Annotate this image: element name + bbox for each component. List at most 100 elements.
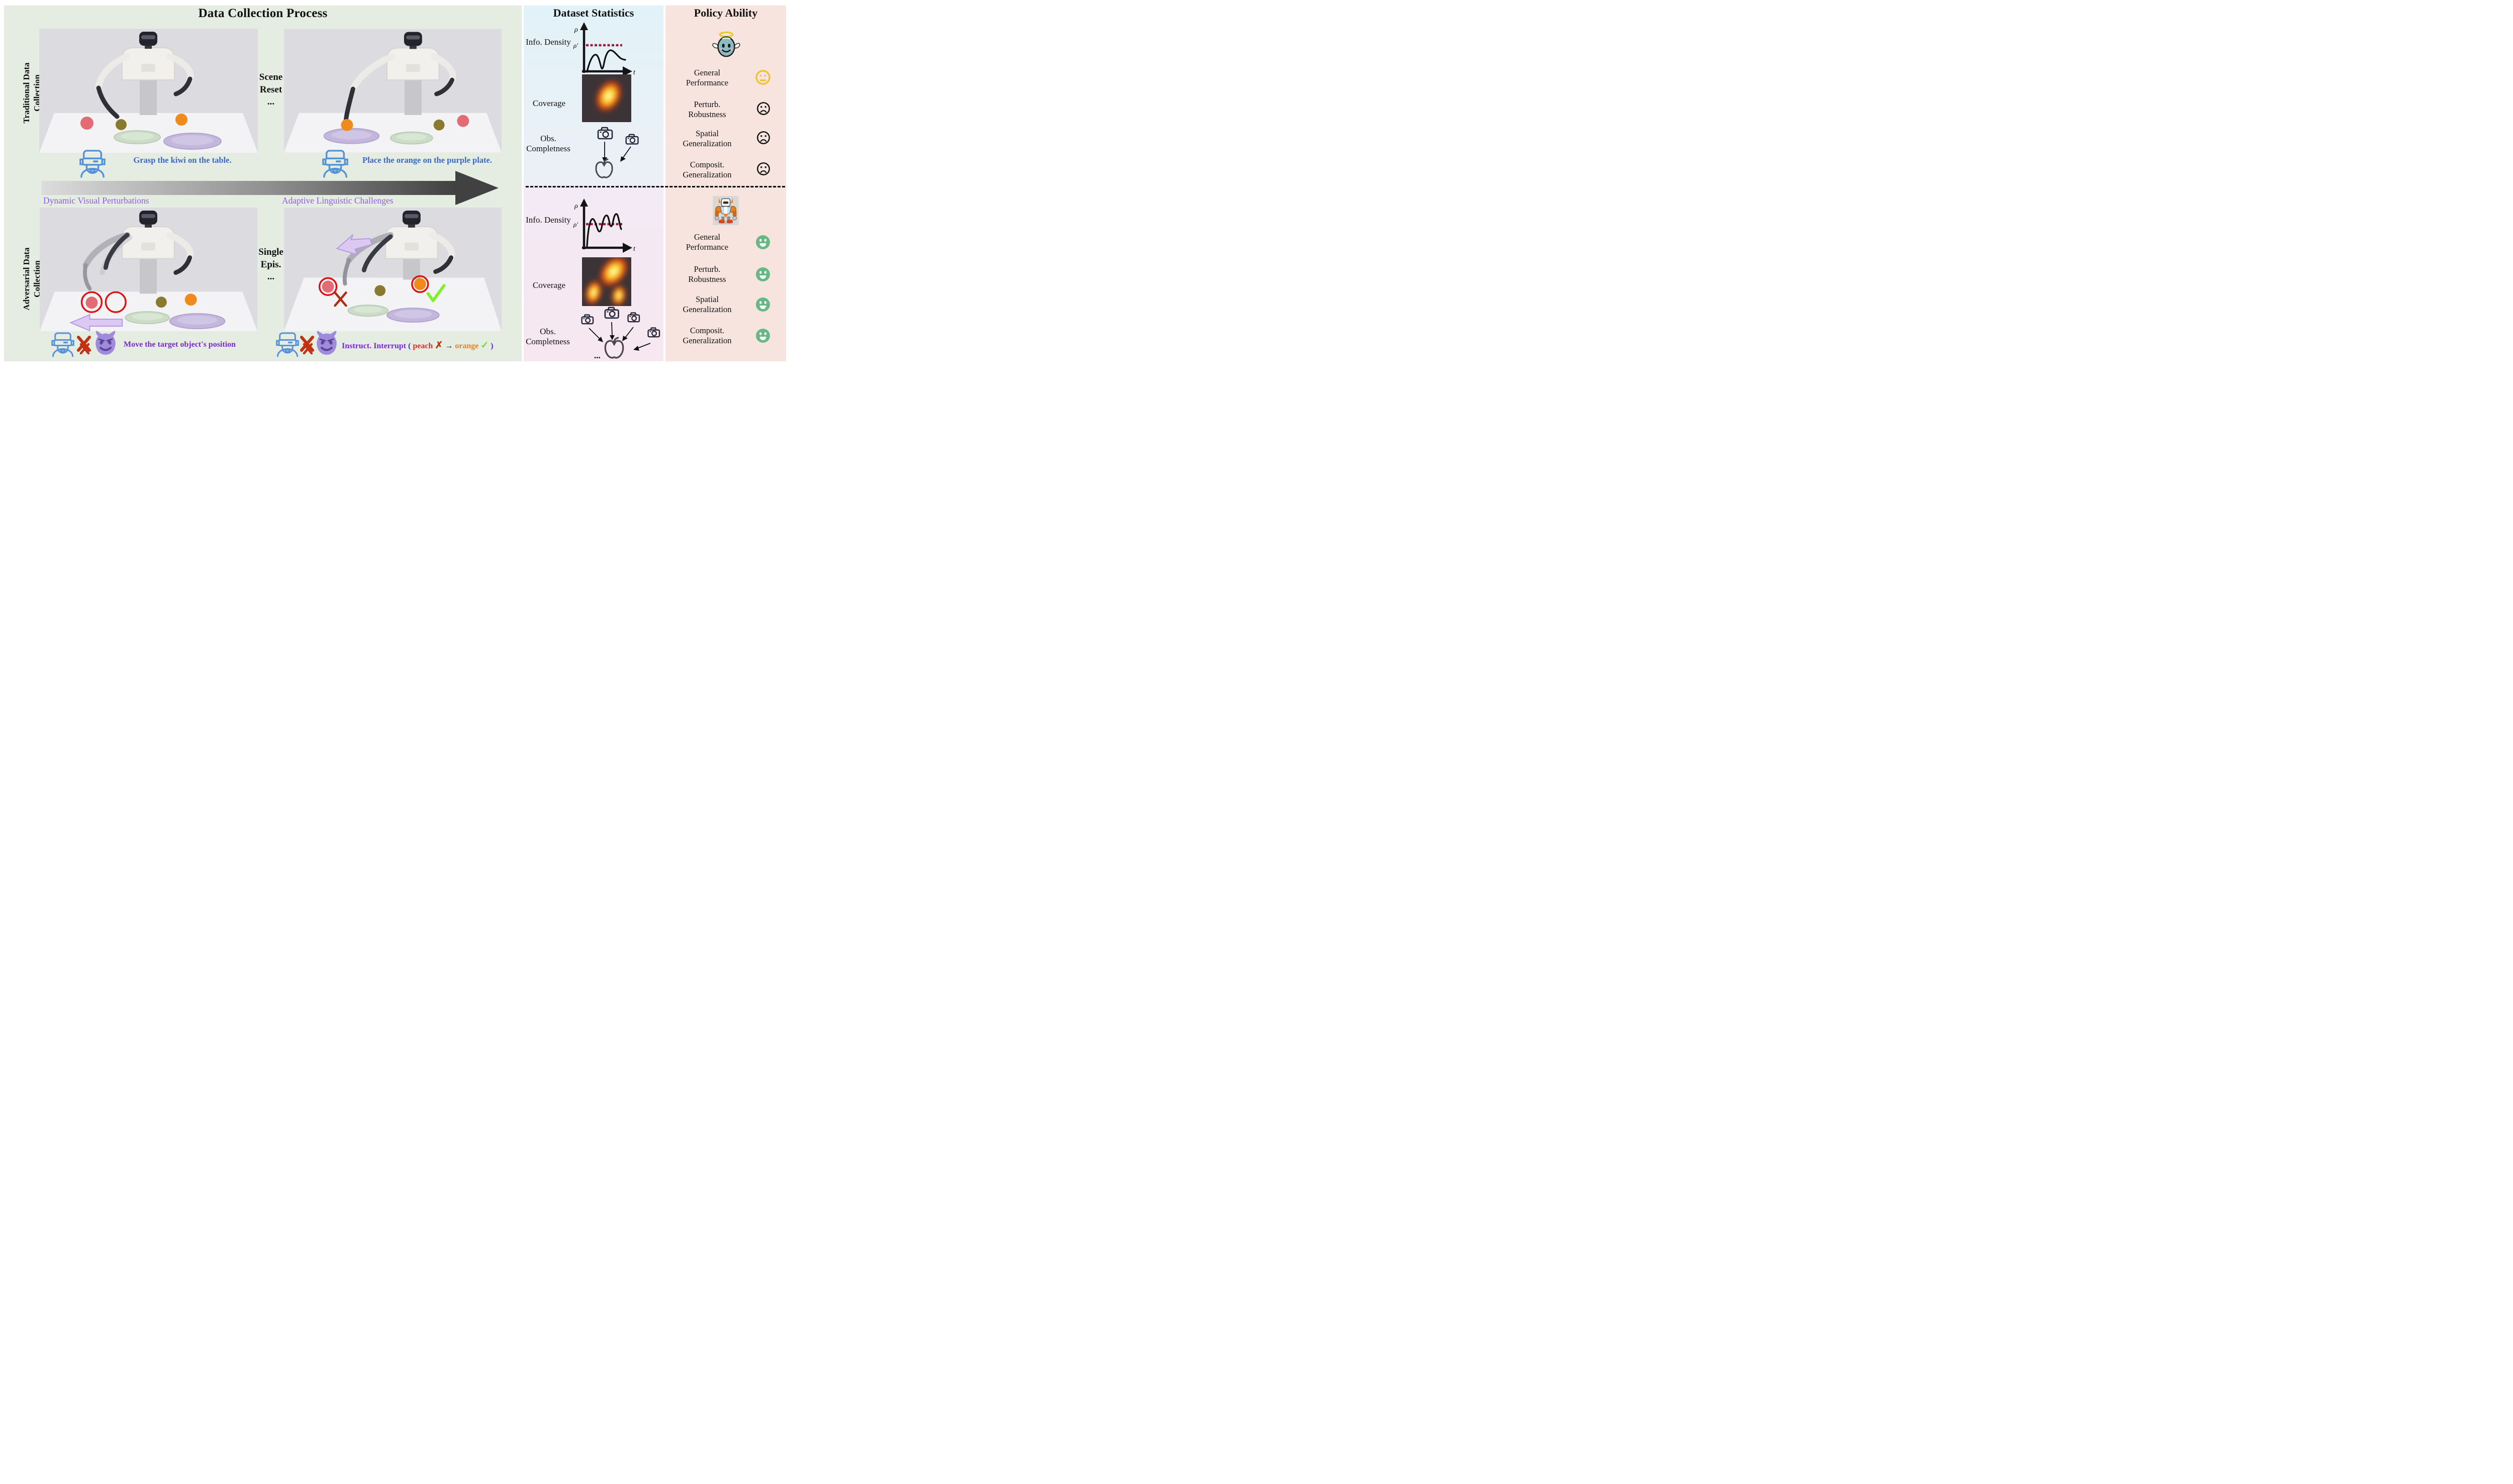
check-glyph: ✓ bbox=[480, 340, 489, 351]
vr-operator-icon bbox=[79, 150, 106, 178]
threshold-label: ρ' bbox=[573, 221, 578, 228]
policy-row-label: Perturb. Robustness bbox=[688, 264, 726, 284]
perturb-arrow bbox=[336, 234, 373, 256]
info-density-plot-traditional: ρ ρ' t bbox=[573, 22, 636, 76]
robot bbox=[385, 211, 438, 280]
y-axis-label: ρ bbox=[574, 26, 578, 34]
photo-traditional-grasp bbox=[39, 29, 258, 153]
interrupt-prefix: Instruct. Interrupt bbox=[342, 342, 406, 350]
peach bbox=[457, 115, 469, 127]
red-cross-mark bbox=[334, 291, 347, 307]
kiwi bbox=[374, 285, 386, 296]
policy-row-label: Spatial Generalization bbox=[683, 294, 732, 315]
camera-icon bbox=[625, 134, 639, 145]
orange bbox=[175, 114, 187, 126]
close-paren: ) bbox=[491, 342, 494, 350]
robot-arm bbox=[361, 234, 393, 272]
obs-completeness-adversarial: ... bbox=[581, 307, 660, 360]
view-arrow bbox=[622, 146, 631, 159]
table bbox=[284, 277, 502, 331]
photo-adversarial-visual bbox=[39, 208, 258, 331]
camera-icon bbox=[604, 307, 619, 319]
policy-row-label: Composit. Generalization bbox=[683, 160, 732, 180]
coverage-label: Coverage bbox=[532, 280, 566, 290]
caption-interrupt: Instruct. Interrupt ( peach ✗ → orange ✓… bbox=[342, 340, 494, 351]
kiwi bbox=[155, 296, 167, 308]
obs-completeness-label: Obs. Completness bbox=[526, 327, 570, 347]
peach bbox=[85, 296, 98, 309]
kiwi bbox=[116, 119, 127, 130]
happy-face-icon bbox=[756, 267, 770, 281]
peach bbox=[80, 117, 93, 130]
halo bbox=[719, 31, 734, 38]
x-axis-label: t bbox=[633, 69, 636, 76]
orange bbox=[414, 278, 426, 290]
camera-icon bbox=[647, 327, 660, 338]
obs-completeness-traditional bbox=[595, 127, 639, 178]
happy-face-icon bbox=[756, 235, 770, 249]
red-circle bbox=[80, 291, 103, 313]
policy-row-label: Composit. Generalization bbox=[683, 326, 732, 346]
right-object-word: orange bbox=[455, 342, 479, 350]
red-circle bbox=[411, 275, 429, 293]
neutral-face-icon bbox=[755, 70, 770, 85]
vr-operator-icon bbox=[322, 150, 348, 178]
camera-icon bbox=[597, 127, 613, 140]
x-axis-label: t bbox=[633, 245, 636, 253]
coverage-label: Coverage bbox=[532, 98, 566, 108]
cartoon-robot-icon bbox=[713, 196, 739, 225]
view-arrow bbox=[637, 343, 651, 349]
sad-face-icon bbox=[757, 102, 770, 115]
policy-title: Policy Ability bbox=[694, 7, 758, 19]
dynamic-perturbations-header: Dynamic Visual Perturbations bbox=[43, 195, 149, 206]
sad-face-icon bbox=[757, 162, 770, 175]
figure-root: Data Collection Process Traditional Data… bbox=[0, 0, 788, 367]
coverage-heatmap-traditional bbox=[582, 74, 631, 122]
caption-move: Move the target object's position bbox=[123, 340, 236, 349]
policy-row-label: General Performance bbox=[686, 232, 729, 252]
sad-face-icon bbox=[757, 131, 770, 144]
devil-icon bbox=[317, 331, 337, 355]
cross-glyph: ✗ bbox=[435, 340, 443, 351]
more-views-dots: ... bbox=[594, 351, 601, 360]
robot bbox=[386, 32, 440, 115]
density-curve bbox=[586, 213, 622, 247]
robot bbox=[122, 210, 194, 294]
table bbox=[284, 113, 502, 153]
vr-operator-icon bbox=[276, 332, 299, 357]
y-axis-label: ρ bbox=[574, 203, 578, 210]
coverage-heatmap-adversarial bbox=[582, 257, 631, 306]
vr-operator-icon bbox=[51, 332, 74, 357]
angel-face-icon bbox=[712, 31, 740, 57]
caption-grasp: Grasp the kiwi on the table. bbox=[133, 155, 232, 165]
apple-icon bbox=[604, 337, 624, 359]
process-flow-arrow bbox=[41, 171, 499, 205]
info-density-label: Info. Density bbox=[526, 37, 571, 47]
happy-face-icon bbox=[756, 298, 770, 312]
camera-icon bbox=[581, 314, 594, 325]
single-epis-label: Single Epis. ... bbox=[258, 247, 283, 282]
open-paren: ( bbox=[408, 342, 411, 350]
threshold-label: ρ' bbox=[573, 42, 578, 49]
stats-title: Dataset Statistics bbox=[553, 7, 634, 19]
policy-row-label: General Performance bbox=[686, 68, 729, 88]
view-arrow bbox=[624, 327, 634, 339]
no-vr-cross-icon bbox=[77, 336, 91, 355]
arrow-glyph: → bbox=[445, 342, 453, 350]
policy-row-label: Perturb. Robustness bbox=[688, 100, 726, 120]
obs-completeness-label: Obs. Completness bbox=[526, 134, 570, 154]
photo-adversarial-linguistic bbox=[284, 208, 502, 331]
caption-place: Place the orange on the purple plate. bbox=[362, 155, 492, 165]
kiwi bbox=[433, 119, 445, 131]
wrong-object-word: peach bbox=[413, 342, 433, 350]
red-circle bbox=[318, 277, 338, 296]
robot bbox=[95, 32, 194, 119]
robot-arm bbox=[349, 53, 396, 92]
happy-face-icon bbox=[756, 329, 770, 343]
robot-arm bbox=[103, 233, 130, 270]
perturb-arrow bbox=[69, 314, 123, 331]
red-circle bbox=[105, 291, 127, 313]
process-title: Data Collection Process bbox=[198, 7, 328, 20]
camera-icon bbox=[627, 312, 640, 323]
green-check-mark bbox=[426, 284, 446, 303]
